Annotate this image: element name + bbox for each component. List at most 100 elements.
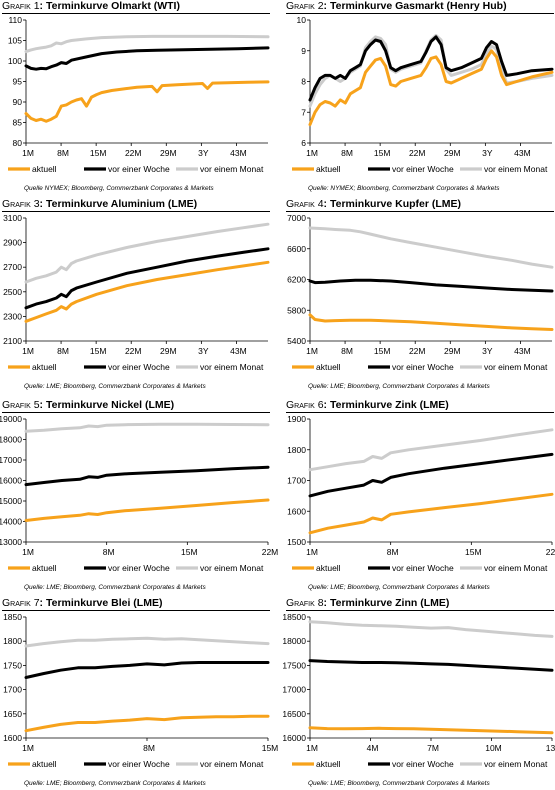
y-tick-label: 5400 bbox=[287, 336, 306, 346]
legend-label-vor-einer-woche: vor einer Woche bbox=[108, 362, 170, 372]
x-tick-label: 43M bbox=[514, 346, 531, 356]
chart-title: Grafik 3: Terminkurve Aluminium (LME) bbox=[2, 198, 198, 210]
y-tick-label: 1900 bbox=[287, 414, 306, 424]
y-tick-label: 90 bbox=[13, 97, 23, 107]
series-line-aktuell bbox=[24, 498, 270, 522]
legend-label-vor-einer-woche: vor einer Woche bbox=[108, 563, 170, 573]
legend-label-vor-einer-woche: vor einer Woche bbox=[392, 362, 454, 372]
y-tick-label: 1750 bbox=[3, 660, 22, 670]
chart-panel-nickel: Grafik 5: Terminkurve Nickel (LME) 13000 1… bbox=[0, 399, 278, 594]
legend-label-vor-einem-monat: vor einem Monat bbox=[200, 759, 264, 769]
chart-svg: 13000 14000 15000 16000 17000 18000 19000 1M 8M 1… bbox=[0, 414, 278, 573]
series-line-vor-einem-monat bbox=[24, 636, 270, 648]
legend-label-vor-einem-monat: vor einem Monat bbox=[484, 563, 548, 573]
series-line-vor-einem-monat bbox=[24, 34, 270, 54]
series-line-aktuell bbox=[24, 80, 270, 123]
x-tick-label: 15M bbox=[374, 148, 391, 158]
series-line-vor-einem-monat bbox=[308, 620, 554, 638]
x-tick-label: 43M bbox=[230, 346, 247, 356]
title-rule bbox=[286, 211, 554, 212]
series-line-aktuell bbox=[308, 492, 554, 535]
y-tick-label: 100 bbox=[8, 56, 22, 66]
chart-title: Grafik 2: Terminkurve Gasmarkt (Henry Hu… bbox=[286, 0, 507, 12]
x-tick-label: 15M bbox=[262, 743, 279, 753]
chart-title-text: Terminkurve Gasmarkt (Henry Hub) bbox=[329, 0, 507, 12]
y-tick-label: 95 bbox=[13, 77, 23, 87]
legend-label-vor-einer-woche: vor einer Woche bbox=[392, 563, 454, 573]
series-line-vor-einer-woche bbox=[308, 452, 554, 498]
y-tick-label: 9 bbox=[301, 46, 306, 56]
legend-label-aktuell: aktuell bbox=[32, 362, 57, 372]
x-tick-label: 22M bbox=[262, 547, 279, 557]
y-tick-label: 6200 bbox=[287, 275, 306, 285]
chart-number: Grafik 8 bbox=[286, 597, 324, 609]
x-tick-label: 1M bbox=[22, 547, 34, 557]
x-tick-label: 29M bbox=[160, 346, 177, 356]
legend-label-vor-einem-monat: vor einem Monat bbox=[200, 164, 264, 174]
series-line-aktuell bbox=[308, 49, 554, 127]
chart-title: Grafik 1: Terminkurve Olmarkt (WTI) bbox=[2, 0, 180, 12]
title-rule bbox=[286, 610, 554, 611]
legend-label-vor-einem-monat: vor einem Monat bbox=[484, 164, 548, 174]
y-tick-label: 80 bbox=[13, 138, 23, 148]
series-line-vor-einer-woche bbox=[24, 465, 270, 487]
y-tick-label: 17000 bbox=[0, 455, 22, 465]
legend-label-vor-einem-monat: vor einem Monat bbox=[484, 759, 548, 769]
y-tick-label: 16500 bbox=[282, 709, 306, 719]
y-tick-label: 1700 bbox=[3, 685, 22, 695]
chart-title: Grafik 5: Terminkurve Nickel (LME) bbox=[2, 399, 175, 411]
chart-svg: 5400 5800 6200 6600 7000 1M 8M 15M 22M 29M 3Y 43M ak… bbox=[287, 213, 554, 372]
legend-label-aktuell: aktuell bbox=[316, 563, 341, 573]
legend-label-aktuell: aktuell bbox=[32, 164, 57, 174]
x-tick-label: 15M bbox=[90, 346, 107, 356]
chart-title-text: Terminkurve Blei (LME) bbox=[45, 597, 163, 609]
x-tick-label: 22M bbox=[125, 346, 142, 356]
y-tick-label: 2700 bbox=[3, 262, 22, 272]
series-line-vor-einem-monat bbox=[24, 222, 270, 284]
source-note: Quelle: LME; Bloomberg, Commerzbank Corp… bbox=[24, 780, 206, 787]
legend-label-aktuell: aktuell bbox=[316, 759, 341, 769]
x-tick-label: 15M bbox=[374, 346, 391, 356]
y-tick-label: 3100 bbox=[3, 213, 22, 223]
x-tick-label: 8M bbox=[103, 547, 115, 557]
series-line-aktuell bbox=[308, 726, 554, 735]
x-tick-label: 43M bbox=[230, 148, 247, 158]
y-tick-label: 19000 bbox=[0, 414, 22, 424]
source-note: Quelle NYMEX; Bloomberg, Commerzbank Cor… bbox=[24, 185, 214, 192]
chart-number: Grafik 1 bbox=[2, 0, 40, 12]
chart-panel-gas: Grafik 2: Terminkurve Gasmarkt (Henry Hu… bbox=[286, 0, 554, 195]
chart-number: Grafik 6 bbox=[286, 399, 324, 411]
y-tick-label: 6600 bbox=[287, 244, 306, 254]
legend-label-aktuell: aktuell bbox=[316, 164, 341, 174]
chart-title-text: Terminkurve Aluminium (LME) bbox=[45, 198, 198, 210]
x-tick-label: 22M bbox=[409, 148, 426, 158]
title-rule bbox=[2, 13, 270, 14]
y-tick-label: 1500 bbox=[287, 537, 306, 547]
y-tick-label: 6 bbox=[301, 138, 306, 148]
x-tick-label: 13M bbox=[546, 743, 555, 753]
x-tick-label: 29M bbox=[160, 148, 177, 158]
legend-label-vor-einer-woche: vor einer Woche bbox=[108, 759, 170, 769]
chart-title: Grafik 6: Terminkurve Zink (LME) bbox=[286, 399, 449, 411]
legend-label-vor-einer-woche: vor einer Woche bbox=[392, 759, 454, 769]
x-tick-label: 1M bbox=[306, 148, 318, 158]
y-tick-label: 2500 bbox=[3, 287, 22, 297]
chart-title-text: Terminkurve Kupfer (LME) bbox=[329, 198, 462, 210]
source-note: Quelle: NYMEX; Bloomberg, Commerzbank Co… bbox=[308, 185, 500, 192]
legend-label-vor-einem-monat: vor einem Monat bbox=[484, 362, 548, 372]
y-tick-label: 8 bbox=[301, 77, 306, 87]
y-tick-label: 1700 bbox=[287, 476, 306, 486]
x-tick-label: 8M bbox=[57, 148, 69, 158]
chart-number: Grafik 4 bbox=[286, 198, 324, 210]
y-tick-label: 2900 bbox=[3, 238, 22, 248]
x-tick-label: 29M bbox=[444, 346, 461, 356]
chart-svg: 6 7 8 9 10 1M 8M 15M 22M 29M 3Y 43M aktuell vor einer… bbox=[292, 15, 554, 174]
chart-panel-oil: Grafik 1: Terminkurve Olmarkt (WTI) 80 85 9… bbox=[2, 0, 270, 195]
chart-svg: 1600 1650 1700 1750 1800 1850 1M 8M 15M aktuell vo… bbox=[3, 612, 278, 769]
chart-panel-lead: Grafik 7: Terminkurve Blei (LME) 1600 1650… bbox=[2, 597, 278, 790]
chart-number: Grafik 3 bbox=[2, 198, 40, 210]
chart-number: Grafik 5 bbox=[2, 399, 40, 411]
legend-label-vor-einer-woche: vor einer Woche bbox=[392, 164, 454, 174]
x-tick-label: 15M bbox=[90, 148, 107, 158]
y-tick-label: 17500 bbox=[282, 660, 306, 670]
